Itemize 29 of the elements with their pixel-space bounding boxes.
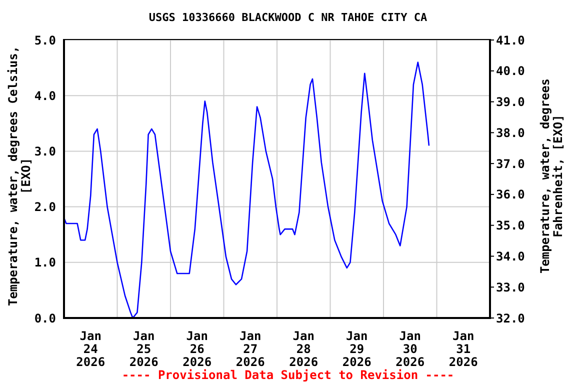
y2-tick-label: 41.0 <box>496 33 525 48</box>
text: ---- Provisional Data Subject to Revision ---- <box>120 368 456 382</box>
x-tick-label: Jan 28 2026 <box>289 329 318 369</box>
y2-tick-label: 33.0 <box>496 280 525 294</box>
y-axis-title: Temperature, water, degrees Celsius, [EXO] <box>6 44 33 308</box>
x-tick-label: Jan 29 2026 <box>342 329 372 369</box>
y2-tick-label: 37.0 <box>496 156 525 171</box>
x-tick-label: Jan 25 2026 <box>129 329 158 369</box>
line-series <box>64 62 430 318</box>
y-tick-label: 3.0 <box>34 144 56 158</box>
x-tick-label: Jan 30 2026 <box>396 329 425 369</box>
y2-tick-label: 36.0 <box>496 188 525 202</box>
y-tick-label: 1.0 <box>34 256 56 270</box>
x-tick-label: Jan 24 2026 <box>76 329 106 369</box>
y2-axis-title: Temperature, water, degrees Fahrenheit, [EXO] <box>538 77 565 276</box>
x-tick-label: Jan 26 2026 <box>182 329 212 369</box>
y-tick-label: 2.0 <box>34 200 56 214</box>
y-tick-label: 0.0 <box>34 311 56 326</box>
y2-tick-label: 32.0 <box>496 311 525 326</box>
y2-tick-label: 38.0 <box>496 126 525 140</box>
y2-tick-label: 40.0 <box>496 64 525 78</box>
chart-title: USGS 10336660 BLACKWOOD C NR TAHOE CITY CA <box>148 11 428 24</box>
y-tick-label: 5.0 <box>34 33 56 48</box>
y2-tick-label: 39.0 <box>496 95 525 110</box>
x-tick-label: Jan 31 2026 <box>448 329 478 369</box>
y2-tick-label: 35.0 <box>496 218 525 233</box>
y2-tick-label: 34.0 <box>496 249 525 264</box>
x-tick-label: Jan 27 2026 <box>236 329 265 369</box>
y-tick-label: 4.0 <box>34 88 56 103</box>
